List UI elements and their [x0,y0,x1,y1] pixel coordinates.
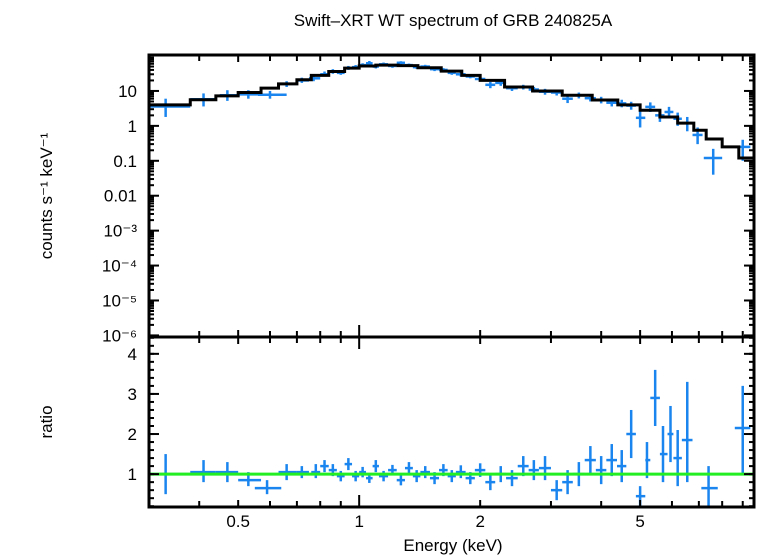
y-tick-label: 10⁻⁵ [102,291,137,310]
ratio-data-point [617,450,627,483]
y-tick-label: 10⁻³ [103,222,137,241]
spectrum-frame [147,53,756,339]
ratio-data-point [550,480,563,501]
ratio-data-point [215,462,239,483]
ratio-data-point [506,470,518,487]
ratio-data-point [667,405,674,463]
y-tick-label: 10⁻⁶ [102,326,137,345]
y-tick-label: 1 [128,117,137,136]
ratio-data-point [311,464,321,479]
x-tick-label: 2 [475,512,484,531]
y-tick-label: 10⁻⁴ [102,257,137,276]
spectrum-data-point [149,98,191,117]
ratio-data-point [645,442,651,479]
ratio-data-point [734,385,751,475]
ratio-data-point [296,466,309,479]
x-tick-label: 5 [635,512,644,531]
ratio-data-point [528,460,539,481]
x-tick-label: 0.5 [226,512,250,531]
ratio-data-point [396,474,405,486]
ratio-data-point [344,458,353,471]
model-step-line [149,63,754,160]
ratio-data-point [412,470,421,483]
x-axis-label: Energy (keV) [403,536,502,555]
y-axis-label-spectrum: counts s⁻¹ keV⁻¹ [37,132,56,259]
y-tick-label: 3 [128,385,137,404]
ratio-data-point [701,466,718,507]
ratio-data-point [538,456,551,481]
y-tick-label: 10 [118,82,137,101]
ratio-data-point [404,462,413,475]
ratio-data-point [278,464,297,481]
spectrum-data-point [257,90,287,99]
ratio-data-point [595,456,607,485]
y-tick-label: 0.01 [104,187,137,206]
spectrum-data-point [366,61,373,66]
ratio-frame [147,335,756,509]
ratio-data-point [320,460,329,473]
x-tick-label: 1 [354,512,363,531]
y-tick-label: 4 [128,345,137,364]
spectrum-data-point [635,111,646,128]
y-axis-label-ratio: ratio [37,405,56,438]
chart-title: Swift–XRT WT spectrum of GRB 240825A [294,11,613,30]
ratio-data-point [584,446,596,475]
ratio-data-point [626,409,636,459]
ratio-data-point [447,470,456,483]
ratio-data-point [420,466,430,479]
spectrum-data-point [703,148,723,175]
y-tick-label: 0.1 [113,152,137,171]
ratio-data-point [190,460,216,483]
ratio-data-point [455,465,466,479]
ratio-data-point [485,474,496,491]
y-tick-label: 2 [128,425,137,444]
ratio-data-point [352,470,360,482]
ratio-data-point [254,480,282,495]
ratio-data-point [681,381,693,483]
ratio-data-point [359,466,367,478]
ratio-data-point [378,470,389,482]
ratio-data-point [650,369,660,427]
y-tick-label: 1 [128,465,137,484]
spectrum-data-point [396,61,405,65]
ratio-data-point [673,430,682,487]
ratio-data-point [336,470,345,482]
spectrum-data-point [485,82,496,89]
ratio-data-point [606,444,618,477]
ratio-data-point [372,460,379,473]
